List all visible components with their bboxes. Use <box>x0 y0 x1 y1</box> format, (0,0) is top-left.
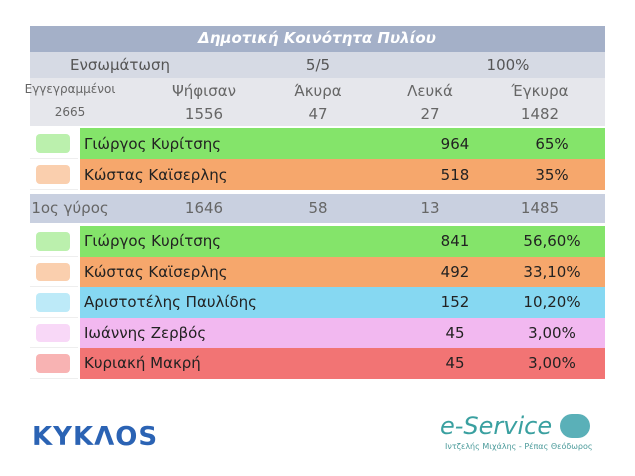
progress-row <box>30 52 605 78</box>
candidate-votes: 492 <box>440 262 470 281</box>
candidate-name: Κώστας Καϊσερλης <box>84 262 228 281</box>
turnout-label: Λευκά <box>407 82 453 100</box>
turnout-value: 1482 <box>520 105 560 123</box>
round-label: 1ος γύρος <box>31 199 109 217</box>
candidate-logo <box>36 232 70 251</box>
candidate-row <box>80 317 605 348</box>
turnout-rows <box>30 78 605 126</box>
candidate-logo <box>36 354 70 373</box>
candidate-name: Γιώργος Κυρίτσης <box>84 232 222 251</box>
candidate-votes: 152 <box>440 293 470 312</box>
progress: 5/5 <box>305 56 331 74</box>
progress-pct: 100% <box>486 56 530 74</box>
candidate-votes: 518 <box>440 165 470 184</box>
candidate-row <box>80 159 605 190</box>
candidate-logo <box>36 262 70 281</box>
candidate-row <box>80 128 605 159</box>
candidate-pct: 35% <box>535 165 569 184</box>
progress-label: Ενσωμάτωση <box>70 56 170 74</box>
turnout-label: Εγγεγραμμένοι <box>24 82 116 96</box>
round1-summary <box>30 194 605 223</box>
turnout-value: 27 <box>420 105 440 123</box>
round-value: 58 <box>308 199 328 217</box>
candidate-pct: 33,10% <box>523 262 581 281</box>
candidate-row <box>80 226 605 257</box>
candidate-row <box>80 287 605 318</box>
candidate-logo <box>36 323 70 342</box>
turnout-label: Άκυρα <box>294 82 342 100</box>
candidate-name: Κώστας Καϊσερλης <box>84 165 228 184</box>
candidate-pct: 10,20% <box>523 293 581 312</box>
candidate-row <box>80 256 605 287</box>
at-badge <box>560 414 590 438</box>
candidate-votes: 45 <box>445 323 465 342</box>
turnout-value: 1556 <box>184 105 224 123</box>
round-value: 13 <box>420 199 440 217</box>
title: Δημοτική Κοινότητα Πυλίου <box>198 29 436 47</box>
candidate-pct: 56,60% <box>523 232 581 251</box>
turnout-value: 2665 <box>54 105 86 119</box>
kyklos-logo: ΚΥΚΛΟS <box>32 422 159 452</box>
candidate-row <box>80 348 605 379</box>
eservice-logo: e-Service <box>440 412 553 440</box>
turnout-label: Έγκυρα <box>511 82 569 100</box>
candidate-name: Ιωάννης Ζερβός <box>84 323 207 342</box>
candidate-votes: 45 <box>445 354 465 373</box>
turnout-value: 47 <box>308 105 328 123</box>
eservice-caption: Ιντζελής Μιχάλης - Ρέπας Θεόδωρος <box>445 442 593 451</box>
turnout-label: Ψήφισαν <box>171 82 237 100</box>
title-bar <box>30 26 605 52</box>
candidate-logo <box>36 134 70 153</box>
candidate-name: Κυριακή Μακρή <box>84 354 201 373</box>
candidate-logo <box>36 293 70 312</box>
candidate-name: Γιώργος Κυρίτσης <box>84 134 222 153</box>
candidate-pct: 3,00% <box>528 354 576 373</box>
candidate-pct: 65% <box>535 134 569 153</box>
candidate-logo <box>36 165 70 184</box>
round-value: 1646 <box>184 199 224 217</box>
candidate-name: Αριστοτέλης Παυλίδης <box>84 293 257 312</box>
candidate-pct: 3,00% <box>528 323 576 342</box>
candidate-votes: 964 <box>440 134 470 153</box>
candidate-votes: 841 <box>440 232 470 251</box>
round-value: 1485 <box>520 199 560 217</box>
